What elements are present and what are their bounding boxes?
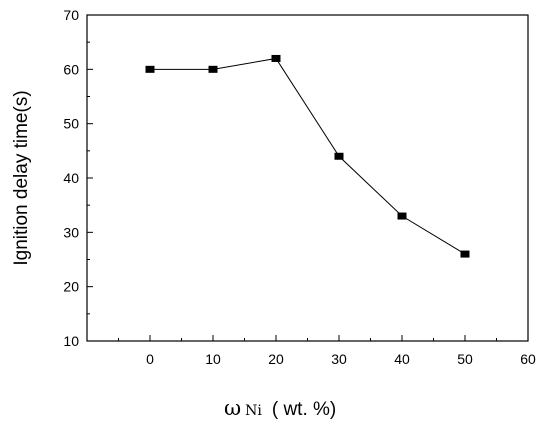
data-point: [334, 152, 344, 160]
x-tick-label: 30: [331, 351, 347, 367]
x-axis-title-subscript: Ni: [245, 403, 262, 419]
series-line: [150, 57, 466, 255]
data-point: [271, 54, 281, 62]
data-point: [397, 212, 407, 220]
x-axis-ticks: [118, 335, 529, 341]
y-tick-label: 70: [63, 7, 79, 23]
y-tick-label: 50: [63, 116, 79, 132]
y-tick-label: 40: [63, 170, 79, 186]
data-point: [208, 65, 218, 73]
data-point: [460, 250, 470, 258]
x-tick-label: 0: [146, 351, 154, 367]
x-axis-title-unit: ( wt. %): [272, 399, 336, 420]
x-tick-label: 40: [394, 351, 410, 367]
plot-frame: [86, 14, 529, 342]
y-axis-ticks: [87, 14, 93, 342]
y-tick-label: 30: [63, 224, 79, 240]
x-tick-label: 10: [205, 351, 221, 367]
x-axis-title-symbol: ω: [224, 396, 241, 420]
y-tick-label: 10: [63, 333, 79, 349]
x-tick-label: 50: [457, 351, 473, 367]
y-axis-tick-labels: 10 20 30 40 50 60 70: [63, 7, 79, 349]
x-axis-title: ω Ni ( wt. %): [224, 396, 336, 420]
y-tick-label: 60: [63, 61, 79, 77]
x-tick-label: 20: [268, 351, 284, 367]
y-axis-title: Ignition delay time(s): [11, 90, 32, 265]
data-point: [145, 65, 155, 73]
x-axis-tick-labels: 0 10 20 30 40 50 60: [146, 351, 536, 367]
y-tick-label: 20: [63, 279, 79, 295]
series-layer: [145, 54, 470, 258]
x-tick-label: 60: [520, 351, 536, 367]
